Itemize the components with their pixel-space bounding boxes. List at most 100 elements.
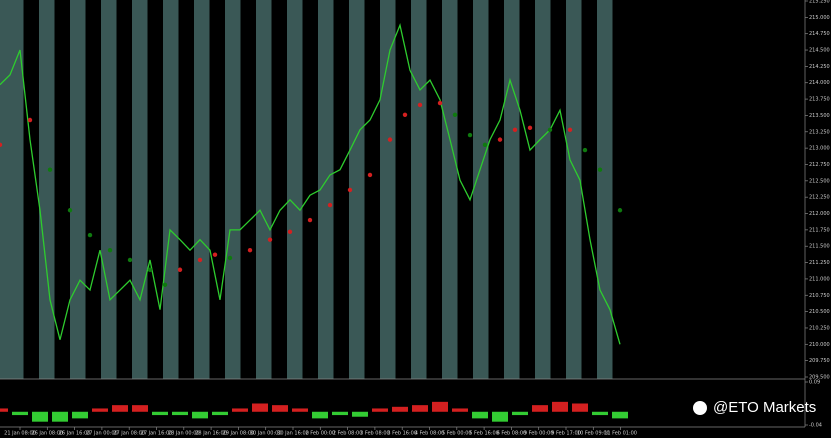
- osc-bar: [372, 408, 388, 412]
- price-line: [0, 23, 621, 345]
- y-tick-label: 212.500: [809, 178, 830, 184]
- moving-average-dot: [387, 137, 393, 142]
- osc-bar: [172, 411, 188, 416]
- stripe: [0, 0, 8, 379]
- osc-bar: [72, 411, 88, 419]
- osc-bar: [512, 411, 528, 416]
- stripe: [132, 0, 148, 379]
- osc-bar: [612, 411, 628, 419]
- x-tick-label: 3 Feb 16:00: [387, 431, 417, 437]
- moving-average-dot: [482, 142, 488, 148]
- moving-average-dot: [467, 132, 473, 138]
- osc-bar: [12, 411, 28, 416]
- y-tick-label: 212.750: [809, 162, 830, 168]
- osc-tick-label: 0.09: [809, 380, 820, 386]
- y-tick-label: 210.250: [809, 325, 830, 331]
- moving-average-dot: [107, 247, 113, 253]
- x-tick-label: 28 Jan 00:00: [168, 431, 200, 437]
- moving-average-dot: [597, 167, 603, 172]
- moving-average-dot: [0, 142, 3, 148]
- osc-bar: [592, 411, 608, 416]
- osc-bar: [332, 411, 348, 416]
- x-tick-label: 4 Feb 08:00: [415, 431, 445, 437]
- x-tick-label: 21 Jan 08:00: [4, 431, 36, 437]
- stripe: [256, 0, 272, 379]
- stripe: [101, 0, 117, 379]
- x-tick-label: 11 Feb 01:00: [604, 431, 637, 437]
- moving-average-dot: [347, 187, 353, 193]
- stripe: [473, 0, 489, 379]
- moving-average-dot: [27, 117, 33, 123]
- moving-average-dot: [402, 112, 408, 117]
- y-tick-label: 211.000: [809, 276, 830, 282]
- y-tick-label: 214.750: [809, 31, 830, 37]
- osc-bar: [292, 408, 308, 412]
- x-tick-label: 27 Jan 00:00: [86, 431, 118, 437]
- watermark-text: @ETO Markets: [713, 399, 816, 416]
- stripe: [349, 0, 365, 379]
- y-tick-label: 213.500: [809, 113, 830, 119]
- x-tick-label: 2 Feb 00:00: [305, 431, 335, 437]
- osc-bar: [452, 408, 468, 412]
- y-tick-label: 213.000: [809, 146, 830, 152]
- watermark: @ETO Markets: [693, 399, 816, 416]
- moving-average-dot: [417, 102, 423, 108]
- moving-average-dot: [197, 257, 203, 263]
- y-tick-label: 214.250: [809, 64, 830, 70]
- osc-bar: [192, 411, 208, 419]
- moving-average-dot: [547, 127, 553, 133]
- moving-average-dot: [267, 237, 273, 242]
- y-tick-label: 212.250: [809, 195, 830, 201]
- moving-average-dot: [67, 208, 73, 213]
- moving-average-dot: [367, 172, 373, 178]
- y-tick-label: 215.000: [809, 15, 830, 21]
- osc-bar: [432, 401, 448, 412]
- moving-average-dot: [87, 232, 93, 238]
- x-tick-label: 5 Feb 00:00: [442, 431, 472, 437]
- osc-bar: [492, 411, 508, 422]
- osc-bar: [532, 405, 548, 412]
- x-tick-label: 27 Jan 08:00: [113, 431, 145, 437]
- moving-average-dot: [582, 147, 588, 153]
- moving-average-dot: [327, 202, 333, 208]
- stripe: [566, 0, 582, 379]
- moving-average-dot: [617, 208, 623, 213]
- osc-tick-label: -0.04: [809, 423, 822, 429]
- stripe: [163, 0, 179, 379]
- stripe: [380, 0, 396, 379]
- stripe: [8, 0, 24, 379]
- stripe: [318, 0, 334, 379]
- osc-bar: [212, 411, 228, 416]
- moving-average-dot: [567, 127, 573, 133]
- osc-bar: [552, 401, 568, 412]
- y-tick-label: 213.250: [809, 129, 830, 135]
- x-tick-label: 27 Jan 16:00: [141, 431, 173, 437]
- osc-bar: [32, 411, 48, 422]
- moving-average-dot: [247, 247, 253, 253]
- x-tick-label: 30 Jan 00:00: [250, 431, 282, 437]
- moving-average-dot: [307, 217, 313, 223]
- moving-average-dot: [162, 282, 168, 287]
- stripe: [194, 0, 210, 379]
- moving-average-dot: [512, 127, 518, 133]
- x-tick-label: 26 Jan 08:00: [31, 431, 63, 437]
- osc-bar: [252, 403, 268, 412]
- y-tick-label: 210.000: [809, 342, 830, 348]
- x-tick-label: 10 Feb 09:00: [577, 431, 610, 437]
- stripe: [504, 0, 520, 379]
- x-tick-label: 29 Jan 08:00: [223, 431, 255, 437]
- moving-average-dot: [452, 112, 458, 117]
- moving-average-dot: [227, 255, 233, 261]
- x-tick-label: 9 Feb 00:00: [524, 431, 554, 437]
- stripe: [535, 0, 551, 379]
- y-tick-label: 209.750: [809, 358, 830, 364]
- y-tick-label: 212.000: [809, 211, 830, 217]
- x-tick-label: 3 Feb 08:00: [360, 431, 390, 437]
- x-tick-label: 2 Feb 08:00: [333, 431, 363, 437]
- osc-bar: [312, 411, 328, 419]
- y-tick-label: 214.500: [809, 48, 830, 54]
- y-tick-label: 210.500: [809, 309, 830, 315]
- x-tick-label: 28 Jan 16:00: [195, 431, 227, 437]
- x-tick-label: 9 Feb 17:00: [551, 431, 581, 437]
